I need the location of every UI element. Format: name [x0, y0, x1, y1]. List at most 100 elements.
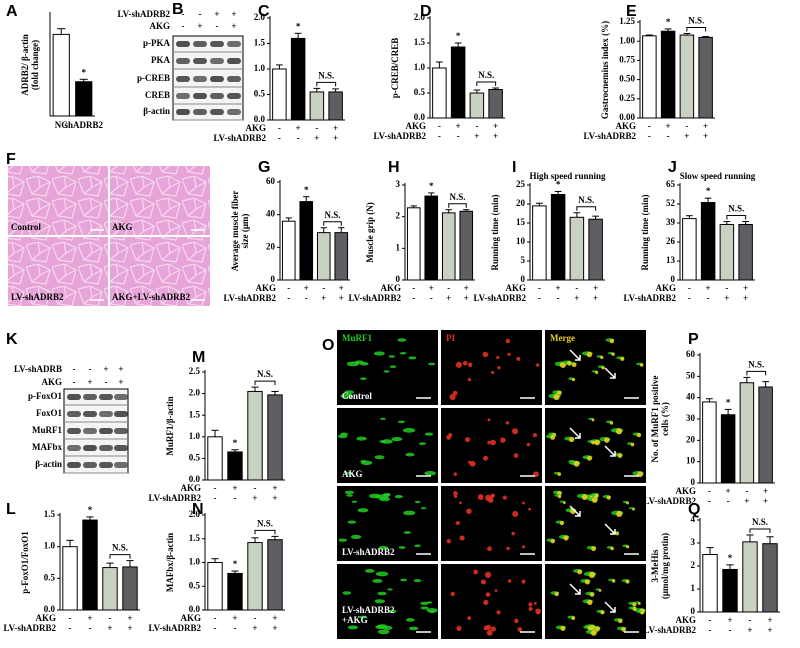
cell-stain [388, 355, 396, 358]
y-axis-label: (μmol/mg protin) [660, 533, 670, 599]
blot-sign: - [73, 364, 76, 374]
y-tick-label: 0.5 [414, 87, 426, 97]
panel-letter: D [420, 3, 432, 20]
y-tick-label: 3 [396, 179, 401, 189]
cell-stain [375, 625, 385, 629]
significance: * [726, 397, 731, 407]
y-tick-label: 1.5 [44, 509, 56, 519]
y-tick-label: 1.5 [189, 409, 201, 419]
nucleus-stain [446, 434, 452, 440]
bracket-label: N.S. [449, 192, 465, 202]
cell-stain [337, 434, 348, 439]
condition-sign: + [252, 493, 257, 503]
blot-band [176, 109, 190, 115]
cell-stain [414, 500, 421, 504]
nucleus-stain [462, 360, 468, 366]
nucleus-stain [637, 602, 641, 605]
bracket [109, 554, 131, 559]
blot-sign: - [105, 377, 108, 387]
y-tick-label: 1.0 [189, 557, 201, 567]
condition-name: LV-shADRB2 [643, 496, 696, 506]
condition-sign: - [648, 131, 651, 141]
cell-stain [338, 538, 348, 542]
cell-stain [414, 544, 421, 548]
condition-sign: + [272, 623, 277, 633]
y-tick-label: 60 [266, 176, 276, 186]
y-tick-label: 0.5 [254, 89, 266, 99]
condition-sign: - [234, 623, 237, 633]
bar [762, 543, 778, 613]
y-tick-label: 0.0 [189, 604, 201, 614]
condition-sign: - [447, 283, 450, 293]
condition-sign: + [272, 483, 277, 493]
blot-sign: + [103, 364, 108, 374]
blot-band [83, 462, 97, 468]
nucleus-stain [591, 440, 595, 445]
blot-band [193, 41, 207, 47]
y-axis-label: MAFbx/β-actin [165, 533, 175, 592]
cell-stain [377, 591, 387, 596]
condition-sign: + [232, 613, 237, 623]
nucleus-stain [600, 610, 605, 615]
y-tick-label: 30 [686, 413, 696, 423]
y-tick-label: 0.75 [619, 54, 635, 64]
nucleus-stain [625, 545, 630, 549]
cell-stain [405, 618, 415, 622]
condition-sign: + [321, 293, 326, 303]
nucleus-stain [591, 546, 596, 552]
y-tick-label: 1 [691, 583, 696, 593]
condition-sign: + [763, 486, 768, 496]
nucleus-stain [533, 602, 537, 605]
bracket-label: N.S. [112, 543, 128, 553]
nucleus-stain [490, 494, 495, 499]
arrow [569, 349, 581, 361]
nucleus-stain [494, 589, 498, 592]
blot-band [67, 462, 81, 468]
condition-sign: + [493, 131, 498, 141]
condition-sign: - [278, 123, 281, 133]
condition-sign: - [708, 496, 711, 506]
significance: * [233, 559, 238, 569]
y-axis-label: ADRB2/ β-actin [20, 34, 30, 96]
blot-band [99, 445, 113, 451]
y-axis-label: p-CREB/CREB [390, 38, 400, 99]
blot-sign: - [182, 21, 185, 31]
nucleus-stain [615, 531, 620, 536]
condition-sign: + [304, 283, 309, 293]
y-tick-label: 25 [516, 179, 526, 189]
nucleus-stain [456, 625, 462, 631]
condition-name: AKG [505, 283, 526, 293]
cell-stain [399, 351, 407, 355]
arrow [604, 445, 616, 457]
y-tick-label: 52 [666, 198, 676, 208]
nucleus-stain [554, 591, 559, 597]
nucleus-stain [507, 352, 511, 356]
condition-sign: - [109, 613, 112, 623]
nucleus-stain [625, 579, 630, 584]
bracket-label: N.S. [728, 204, 744, 214]
y-tick-label: 0.0 [414, 112, 426, 122]
blot-sign: - [182, 9, 185, 19]
condition-sign: + [743, 293, 748, 303]
blot-band [114, 428, 128, 434]
nucleus-stain [526, 442, 531, 447]
nucleus-stain [482, 351, 489, 358]
bar [227, 451, 243, 481]
y-axis-label: 3-MeHis [650, 549, 660, 582]
nucleus-stain [568, 436, 575, 443]
blot-sign: + [231, 9, 236, 19]
bar [679, 34, 695, 119]
nucleus-stain [595, 370, 599, 375]
condition-sign: + [703, 121, 708, 131]
condition-sign: - [557, 293, 560, 303]
panel-letter: K [6, 331, 18, 348]
nucleus-stain [455, 520, 461, 526]
blot-sign: - [89, 364, 92, 374]
y-tick-label: 3 [691, 537, 696, 547]
panel-letter: P [688, 331, 699, 348]
cell-stain [374, 599, 386, 604]
bar [75, 81, 93, 117]
nucleus-stain [587, 599, 593, 605]
bracket [316, 81, 337, 87]
nucleus-stain [621, 627, 626, 632]
